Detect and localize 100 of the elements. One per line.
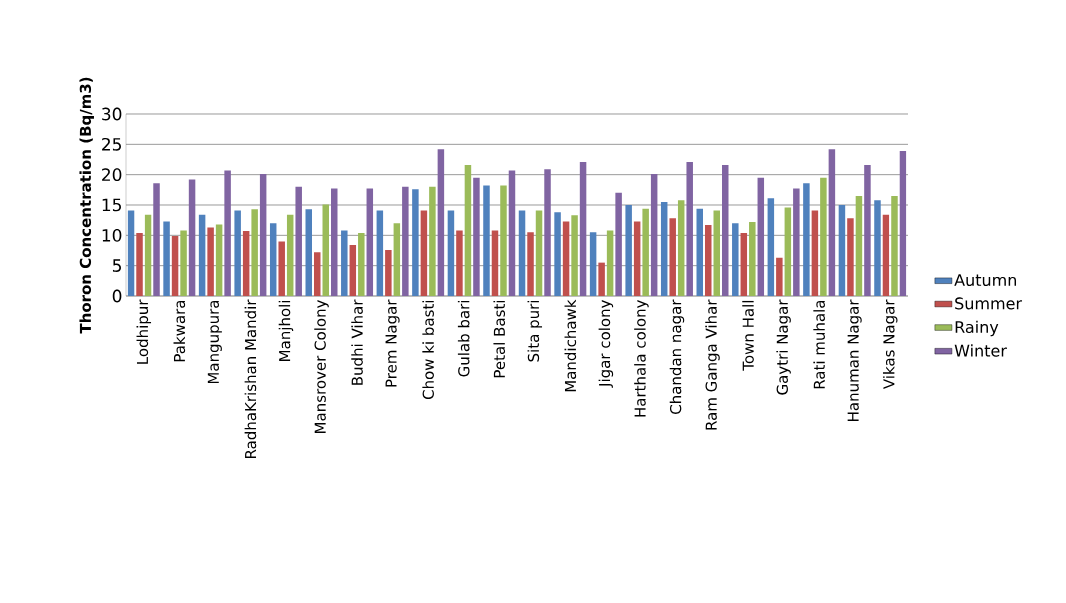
- x-tick-label: Harthala colony: [634, 299, 649, 417]
- bar: [349, 245, 357, 296]
- bar: [144, 214, 152, 296]
- legend-label: Rainy: [955, 320, 999, 337]
- bar: [393, 223, 401, 296]
- bar: [402, 186, 409, 296]
- bar: [579, 161, 587, 296]
- x-tick-label: Mansrover Colony: [314, 299, 329, 433]
- bar: [412, 189, 419, 296]
- bar: [215, 224, 223, 296]
- bar: [793, 188, 800, 296]
- bar: [180, 230, 187, 296]
- bar: [615, 192, 622, 296]
- bar: [464, 164, 472, 296]
- bar: [358, 232, 365, 296]
- bar: [376, 210, 384, 296]
- x-tick-label: Chandan nagar: [669, 299, 685, 414]
- bar: [598, 262, 605, 296]
- bar: [456, 230, 463, 296]
- bar: [864, 164, 871, 296]
- bar: [136, 232, 143, 296]
- bar: [447, 210, 455, 296]
- bar: [625, 205, 632, 296]
- bar: [366, 188, 374, 296]
- bar: [491, 230, 499, 296]
- bar: [784, 207, 792, 296]
- bar: [696, 208, 703, 296]
- y-tick-label: 25: [102, 137, 121, 151]
- x-tick-label: Chow ki basti: [422, 300, 434, 400]
- legend-label: Summer: [955, 297, 1023, 310]
- bar: [642, 208, 649, 296]
- x-tick-label: Petal Basti: [493, 300, 506, 378]
- bar: [322, 204, 329, 296]
- bar: [207, 227, 214, 296]
- y-tick-label: 20: [102, 168, 122, 182]
- x-tick-label: RadhaKrishan Mandir: [244, 299, 257, 459]
- bar: [251, 209, 258, 296]
- bar: [544, 169, 551, 296]
- bar: [562, 221, 570, 296]
- bar: [855, 195, 863, 296]
- legend-label: Autumn: [954, 274, 1017, 287]
- bar: [331, 188, 338, 296]
- x-tick-label: Jigar colony: [598, 299, 614, 388]
- bar: [767, 198, 775, 296]
- bar: [838, 205, 846, 296]
- bar: [776, 257, 783, 296]
- x-tick-label: Ram Ganga Vihar: [705, 299, 720, 430]
- bar: [234, 210, 241, 296]
- bar: [847, 218, 854, 296]
- bar: [740, 232, 748, 296]
- bar: [589, 232, 597, 296]
- y-tick-label: 30: [102, 107, 122, 121]
- bar: [500, 185, 507, 296]
- x-tick-label: Manjholi: [278, 300, 294, 361]
- bar: [554, 212, 561, 296]
- bar: [535, 210, 543, 296]
- bar: [341, 230, 348, 296]
- x-tick-label: Gulab bari: [457, 300, 470, 377]
- y-tick-label: 0: [112, 289, 122, 303]
- bar: [508, 170, 516, 296]
- bar: [483, 185, 490, 296]
- bar: [811, 210, 819, 296]
- x-tick-label: Town Hall: [742, 300, 754, 371]
- bar: [242, 231, 250, 296]
- x-tick-label: Vikas Nagar: [882, 299, 898, 390]
- bar: [899, 151, 907, 296]
- bar: [295, 186, 302, 296]
- bar: [757, 177, 765, 296]
- bar: [571, 215, 578, 296]
- bar: [686, 161, 693, 296]
- y-tick-label: 10: [102, 228, 122, 242]
- x-tick-label: Mangupura: [207, 300, 222, 384]
- bar: [518, 210, 526, 296]
- x-tick-label: Sita puri: [527, 300, 543, 362]
- bar: [127, 210, 135, 296]
- bar: [803, 183, 810, 296]
- bar: [314, 252, 321, 296]
- bar: [650, 174, 658, 296]
- bar: [385, 249, 392, 296]
- bar: [669, 218, 676, 296]
- bar: [429, 186, 436, 296]
- bar: [606, 230, 614, 296]
- legend-label: Winter: [954, 344, 1007, 357]
- bar: [633, 221, 641, 296]
- x-tick-label: Gaytri Nagar: [776, 299, 791, 395]
- x-tick-label: Mandichawk: [564, 299, 577, 392]
- bar: [198, 214, 206, 296]
- bar: [677, 200, 685, 296]
- bar: [420, 210, 428, 296]
- bar: [163, 221, 170, 296]
- bar: [171, 235, 179, 296]
- bar: [891, 195, 898, 296]
- x-tick-label: Budhi Vihar: [351, 299, 363, 385]
- y-tick-label: 5: [112, 259, 121, 272]
- bar: [749, 221, 756, 296]
- bar: [660, 201, 668, 296]
- bar: [437, 149, 445, 296]
- bar: [188, 179, 196, 296]
- bar: [153, 183, 160, 296]
- bar: [713, 210, 720, 296]
